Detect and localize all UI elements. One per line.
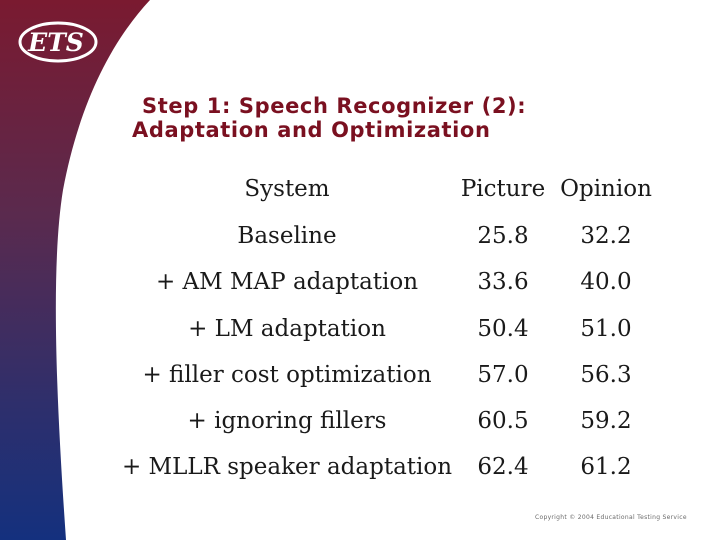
row-picture-score: 57.0 <box>477 362 529 388</box>
header-opinion: Opinion <box>560 176 652 202</box>
ets-logo: ETS <box>16 18 100 66</box>
ets-logo-mark: ETS <box>18 21 98 63</box>
row-picture-score: 62.4 <box>477 454 529 480</box>
row-system-label: + AM MAP adaptation <box>155 269 419 295</box>
row-system-label: + MLLR speaker adaptation <box>121 454 453 480</box>
row-system-label: + filler cost optimization <box>142 362 432 388</box>
row-opinion-score: 61.2 <box>580 454 632 480</box>
copyright-notice: Copyright © 2004 Educational Testing Ser… <box>535 514 687 521</box>
row-system-label: Baseline <box>237 223 337 249</box>
row-picture-score: 25.8 <box>477 223 529 249</box>
slide-title-line-1: Step 1: Speech Recognizer (2): <box>142 94 527 118</box>
row-picture-score: 50.4 <box>477 316 529 342</box>
row-opinion-score: 51.0 <box>580 316 632 342</box>
row-opinion-score: 56.3 <box>580 362 632 388</box>
slide-title-line-2: Adaptation and Optimization <box>132 118 491 142</box>
header-system: System <box>244 176 330 202</box>
row-opinion-score: 40.0 <box>580 269 632 295</box>
header-picture: Picture <box>460 176 546 202</box>
slide-title: Step 1: Speech Recognizer (2): Adaptatio… <box>132 94 526 142</box>
row-system-label: + LM adaptation <box>188 316 386 342</box>
row-opinion-score: 59.2 <box>580 408 632 434</box>
row-system-label: + ignoring fillers <box>187 408 387 434</box>
ets-logo-text: ETS <box>27 28 84 57</box>
row-picture-score: 60.5 <box>477 408 529 434</box>
row-picture-score: 33.6 <box>477 269 529 295</box>
row-opinion-score: 32.2 <box>580 223 632 249</box>
